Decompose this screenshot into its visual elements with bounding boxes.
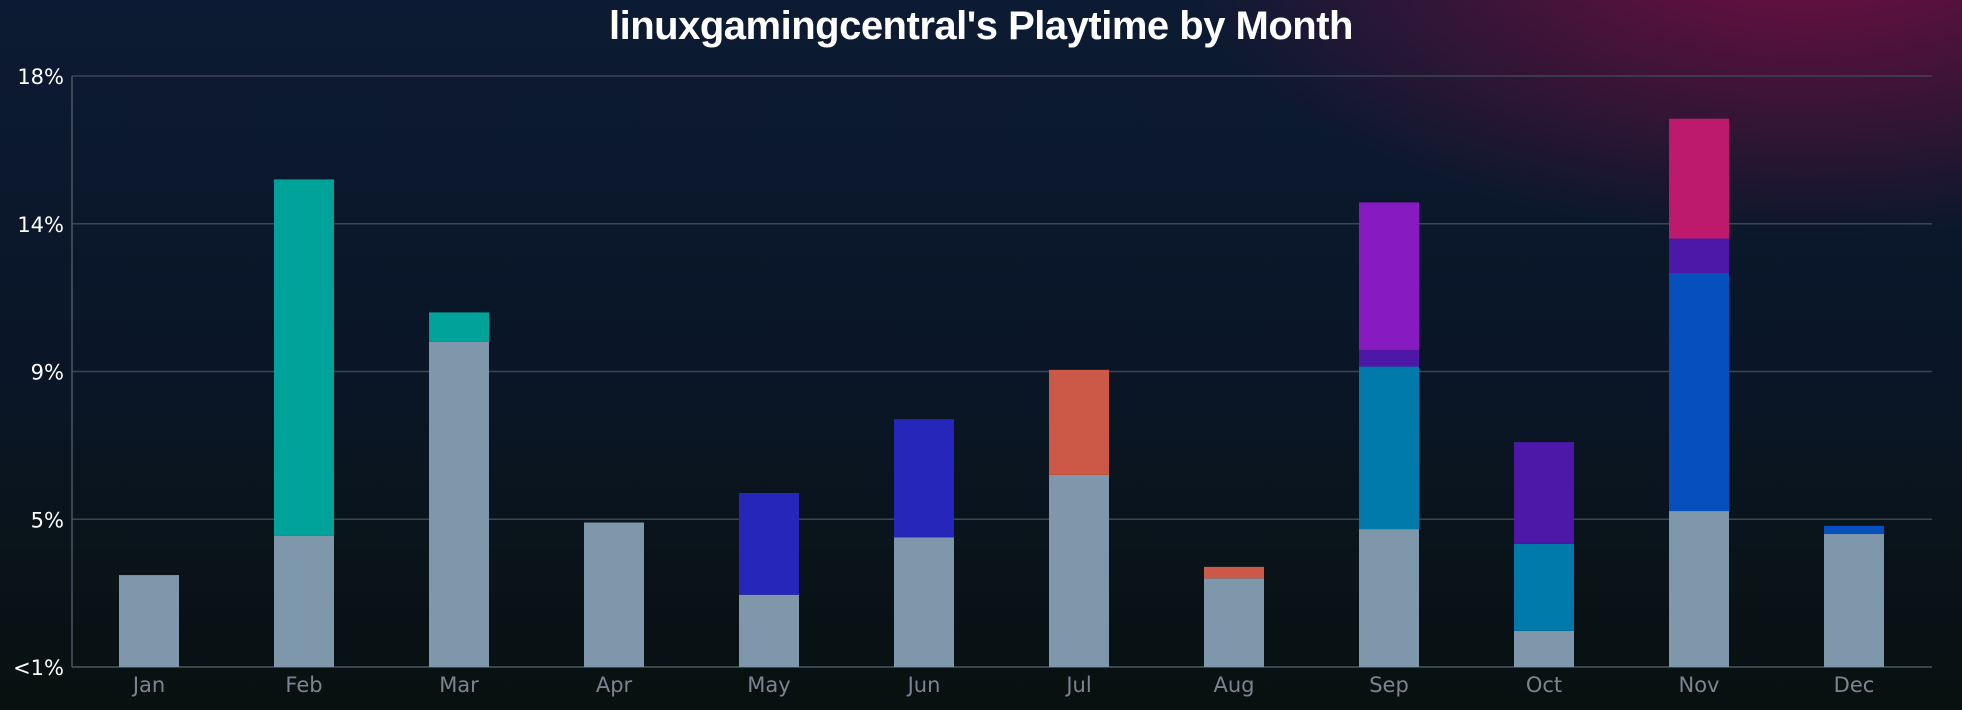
bar-segment [119,575,179,667]
x-tick-label: Mar [439,673,479,697]
x-tick-label: Feb [285,673,322,697]
bar-segment [1514,543,1574,631]
bar-segment [1669,118,1729,239]
y-tick-label: 9% [31,361,64,385]
bar-segment [1514,630,1574,667]
bar-segment [1514,442,1574,544]
x-tick-label: Apr [596,673,633,697]
bar-segment [739,594,799,667]
chart-title: linuxgamingcentral's Playtime by Month [609,4,1354,48]
x-tick-label: Dec [1834,673,1875,697]
y-tick-label: 14% [17,213,64,237]
y-tick-label: <1% [13,656,64,680]
bar-segment [1049,369,1109,475]
bar-segment [1824,534,1884,667]
x-tick-label: Sep [1369,673,1409,697]
x-tick-label: Nov [1679,673,1720,697]
x-tick-label: Jul [1064,673,1091,697]
bar-segment [1359,366,1419,530]
bar-segment [1669,511,1729,667]
bar-segment [274,535,334,667]
bar-segment [894,419,954,538]
x-tick-label: May [747,673,790,697]
bar-segment [1824,525,1884,535]
bar-segment [1669,238,1729,273]
y-tick-label: 5% [31,508,64,532]
bar-segment [1359,202,1419,351]
bar-segment [1359,529,1419,667]
y-tick-label: 18% [17,65,64,89]
x-tick-label: Oct [1526,673,1562,697]
x-tick-label: Jan [131,673,165,697]
bar-segment [739,492,799,595]
bar-segment [1204,578,1264,667]
bar-segment [894,537,954,667]
bar-segment [429,312,489,342]
bar-segment [1049,474,1109,667]
bar-segment [1669,273,1729,512]
x-tick-label: Aug [1213,673,1254,697]
bar-segment [1204,566,1264,579]
x-tick-label: Jun [906,673,941,697]
bar-segment [1359,350,1419,367]
bar-segment [429,341,489,667]
bar-segment [274,179,334,536]
bar-segment [584,522,644,667]
